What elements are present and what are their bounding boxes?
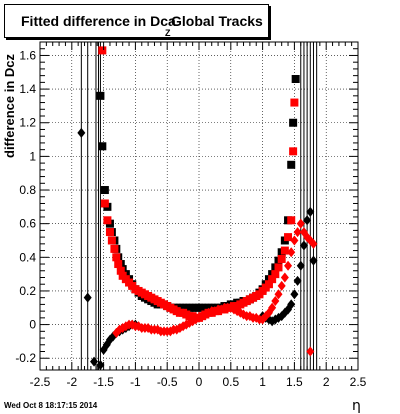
data-point-diamond <box>96 359 105 370</box>
timestamp: Wed Oct 8 18:17:15 2014 <box>4 401 98 410</box>
chart-title-suffix: Global Tracks <box>171 13 263 29</box>
data-point-square <box>100 199 109 208</box>
x-tick-label: 1.5 <box>286 375 303 389</box>
x-tick-label: 2 <box>323 375 330 389</box>
data-point-square <box>268 275 277 284</box>
data-point-diamond <box>287 299 296 310</box>
data-point-diamond <box>290 289 299 300</box>
y-tick-label: 0.6 <box>19 217 36 231</box>
x-tick-label: -0.5 <box>157 375 178 389</box>
data-point-diamond <box>296 218 305 229</box>
x-axis-label: η <box>352 398 361 414</box>
x-tick-label: -2 <box>66 375 77 389</box>
data-point-diamond <box>293 227 302 238</box>
data-point-diamond <box>284 260 293 271</box>
y-tick-label: 0.2 <box>19 284 36 298</box>
x-tick-label: 0 <box>196 375 203 389</box>
data-point-diamond <box>287 247 296 258</box>
data-point-square <box>289 147 298 156</box>
data-point-square <box>287 160 296 169</box>
data-point-square <box>103 216 112 225</box>
data-point-diamond <box>271 296 280 307</box>
data-point-square <box>110 244 119 253</box>
data-point-square <box>280 246 289 255</box>
data-point-square <box>96 91 105 100</box>
data-point-diamond <box>309 255 318 266</box>
data-point-diamond <box>277 280 286 291</box>
y-tick-label: 1.6 <box>19 48 36 62</box>
data-point-square <box>277 254 286 263</box>
data-point-diamond <box>268 302 277 313</box>
data-point-diamond <box>77 127 86 138</box>
data-point-square <box>116 266 125 275</box>
y-tick-label: 1.2 <box>19 116 36 130</box>
data-point-diamond <box>274 289 283 300</box>
data-point-diamond <box>306 346 315 357</box>
data-point-diamond <box>90 356 99 367</box>
data-point-square <box>284 233 293 242</box>
chart-title-box: Fitted difference in Dca Z Global Tracks <box>4 4 269 38</box>
data-points <box>77 46 318 370</box>
y-tick-label: 0 <box>29 318 36 332</box>
data-point-square <box>105 228 114 237</box>
axis-tick-labels: -2.5 -2 -1.5 -1 -0.5 0 0.5 1 1.5 2 2.5 -0.2 0 0.2 0.4 0… <box>15 48 366 389</box>
data-point-square <box>98 142 107 151</box>
x-tick-label: 2.5 <box>350 375 367 389</box>
data-point-square <box>264 280 273 289</box>
data-point-square <box>290 98 299 107</box>
axis-ticks <box>39 42 359 370</box>
data-point-diamond <box>306 206 315 217</box>
data-point-diamond <box>83 292 92 303</box>
data-point-diamond <box>309 238 318 249</box>
data-point-square <box>98 46 107 55</box>
data-point-diamond <box>296 260 305 271</box>
y-tick-label: 1.4 <box>19 82 36 96</box>
data-point-square <box>107 236 116 245</box>
data-point-square <box>291 75 300 84</box>
x-tick-label: -1.5 <box>93 375 114 389</box>
data-point-square <box>114 260 123 269</box>
y-tick-label: 0.8 <box>19 183 36 197</box>
data-point-diamond <box>303 215 312 226</box>
data-point-square <box>100 186 109 195</box>
data-point-diamond <box>293 275 302 286</box>
data-point-square <box>289 118 298 127</box>
data-point-diamond <box>290 235 299 246</box>
data-point-diamond <box>280 272 289 283</box>
x-tick-label: 0.5 <box>222 375 239 389</box>
chart-title-subscript: Z <box>165 28 171 38</box>
data-point-square <box>112 253 121 262</box>
y-axis-label: difference in Dcz <box>2 53 17 158</box>
x-tick-label: 1 <box>259 375 266 389</box>
y-tick-label: 0.4 <box>19 250 36 264</box>
y-tick-label: -0.2 <box>15 351 36 365</box>
chart-title: Fitted difference in Dca <box>21 13 176 29</box>
data-point-square <box>287 216 296 225</box>
x-tick-label: -2.5 <box>30 375 51 389</box>
data-point-square <box>274 263 283 272</box>
y-tick-label: 1 <box>29 149 36 163</box>
x-tick-label: -1 <box>130 375 141 389</box>
data-point-square <box>271 270 280 279</box>
data-point-diamond <box>299 240 308 251</box>
